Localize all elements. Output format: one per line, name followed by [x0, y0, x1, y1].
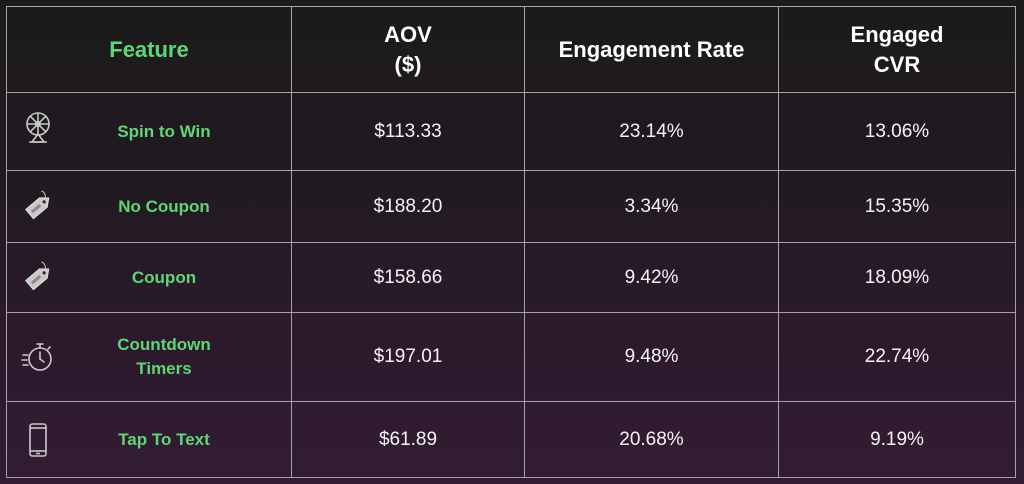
feature-cell: No Coupon	[6, 170, 292, 243]
feature-label: Countdown Timers	[7, 333, 291, 381]
engagement-rate-cell: 9.48%	[524, 312, 779, 402]
header-engagement-rate: Engagement Rate	[524, 6, 779, 93]
header-aov-line1: AOV	[384, 21, 432, 47]
feature-cell: Tap To Text	[6, 401, 292, 478]
header-engaged-cvr-line2: CVR	[873, 51, 921, 77]
engaged-cvr-cell: 13.06%	[778, 92, 1016, 171]
header-feature: Feature	[6, 6, 292, 93]
engaged-cvr-cell: 9.19%	[778, 401, 1016, 478]
feature-cell: Countdown Timers	[6, 312, 292, 402]
table-row: Coupon $158.66 9.42% 18.09%	[6, 242, 1016, 313]
aov-cell: $158.66	[291, 242, 525, 313]
price-tag-icon	[25, 261, 50, 290]
engagement-rate-cell: 23.14%	[524, 92, 779, 171]
feature-label: No Coupon	[118, 196, 210, 216]
engagement-rate-cell: 20.68%	[524, 401, 779, 478]
aov-cell: $113.33	[291, 92, 525, 171]
engaged-cvr-cell: 22.74%	[778, 312, 1016, 402]
feature-label: Coupon	[131, 267, 197, 287]
header-engaged-cvr-line1: Engaged	[850, 21, 944, 47]
header-engaged-cvr: Engaged CVR	[778, 6, 1016, 93]
price-tag-icon	[25, 190, 50, 219]
aov-cell: $197.01	[291, 312, 525, 402]
smartphone-icon	[29, 422, 47, 457]
table-row: No Coupon $188.20 3.34% 15.35%	[6, 170, 1016, 243]
engaged-cvr-cell: 15.35%	[778, 170, 1016, 243]
spin-wheel-icon	[26, 111, 50, 143]
feature-label: Tap To Text	[118, 429, 210, 449]
feature-label-line1: Countdown	[117, 335, 211, 354]
header-row: Feature AOV ($) Engagement Rate Engaged …	[6, 6, 1016, 93]
aov-cell: $61.89	[291, 401, 525, 478]
table-row: Spin to Win $113.33 23.14% 13.06%	[6, 92, 1016, 171]
comparison-table-container: Feature AOV ($) Engagement Rate Engaged …	[6, 6, 1016, 478]
header-aov-line2: ($)	[394, 51, 422, 77]
stopwatch-icon	[21, 343, 52, 371]
feature-label-line2: Timers	[136, 359, 192, 378]
table-row: Countdown Timers $197.01 9.48% 22.74%	[6, 312, 1016, 402]
feature-cell: Spin to Win	[6, 92, 292, 171]
engagement-rate-cell: 9.42%	[524, 242, 779, 313]
feature-cell: Coupon	[6, 242, 292, 313]
table-row: Tap To Text $61.89 20.68% 9.19%	[6, 401, 1016, 478]
header-engagement-rate-text: Engagement Rate	[558, 36, 745, 62]
header-aov: AOV ($)	[291, 6, 525, 93]
engagement-rate-cell: 3.34%	[524, 170, 779, 243]
header-feature-text: Feature	[109, 36, 189, 62]
aov-cell: $188.20	[291, 170, 525, 243]
feature-label: Spin to Win	[117, 121, 211, 141]
feature-comparison-table: Feature AOV ($) Engagement Rate Engaged …	[6, 6, 1016, 478]
engaged-cvr-cell: 18.09%	[778, 242, 1016, 313]
